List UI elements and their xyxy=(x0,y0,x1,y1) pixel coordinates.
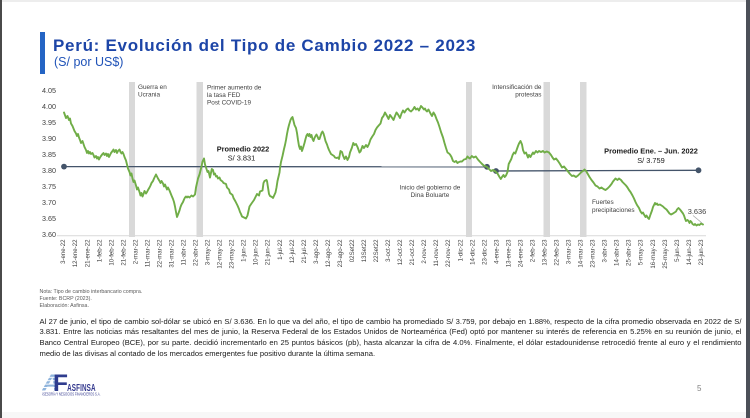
svg-text:Promedio Ene. – Jun. 2022: Promedio Ene. – Jun. 2022 xyxy=(604,147,698,156)
svg-text:12-ago-22: 12-ago-22 xyxy=(325,239,332,267)
svg-text:5-may-23: 5-may-23 xyxy=(638,239,645,265)
svg-text:3-ene-22: 3-ene-22 xyxy=(60,239,67,264)
svg-text:24-ene-23: 24-ene-23 xyxy=(517,239,524,267)
svg-text:16-may-23: 16-may-23 xyxy=(650,239,657,269)
svg-text:23-dic-22: 23-dic-22 xyxy=(481,239,488,265)
svg-text:11-nov-22: 11-nov-22 xyxy=(433,239,440,267)
svg-text:13-ene-23: 13-ene-23 xyxy=(505,239,512,267)
svg-text:protestas: protestas xyxy=(515,92,541,99)
svg-text:12-may-22: 12-may-22 xyxy=(217,239,224,269)
svg-text:3.95: 3.95 xyxy=(42,118,56,127)
svg-text:22Set22: 22Set22 xyxy=(373,239,380,262)
svg-text:2-mar-22: 2-mar-22 xyxy=(132,239,139,264)
svg-text:3.85: 3.85 xyxy=(42,150,56,159)
svg-text:3-oct-22: 3-oct-22 xyxy=(385,239,392,262)
svg-text:Ucrania: Ucrania xyxy=(138,92,160,99)
svg-text:3.60: 3.60 xyxy=(42,230,56,239)
svg-text:22-nov-22: 22-nov-22 xyxy=(445,239,452,267)
svg-text:3.636: 3.636 xyxy=(688,207,707,216)
svg-text:Promedio 2022: Promedio 2022 xyxy=(217,145,270,154)
svg-text:14-dic-22: 14-dic-22 xyxy=(469,239,476,265)
svg-text:Guerra en: Guerra en xyxy=(138,84,167,91)
svg-text:4.00: 4.00 xyxy=(42,102,56,111)
svg-text:3-abr-23: 3-abr-23 xyxy=(602,239,609,263)
svg-text:S/ 3.759: S/ 3.759 xyxy=(637,156,665,165)
svg-text:precipitaciones: precipitaciones xyxy=(592,207,635,214)
svg-text:Intensificación de: Intensificación de xyxy=(492,84,542,91)
svg-text:12-oct-22: 12-oct-22 xyxy=(397,239,404,265)
svg-text:10-jun-22: 10-jun-22 xyxy=(253,239,260,265)
svg-text:A: A xyxy=(42,371,60,397)
svg-text:Primer aumento de: Primer aumento de xyxy=(207,85,262,92)
svg-text:12-jul-22: 12-jul-22 xyxy=(289,239,296,263)
svg-text:3-ago-22: 3-ago-22 xyxy=(313,239,320,264)
svg-text:2-nov-22: 2-nov-22 xyxy=(421,239,428,264)
svg-text:5-jun-23: 5-jun-23 xyxy=(674,239,681,262)
svg-text:3.80: 3.80 xyxy=(42,166,56,175)
svg-text:31-mar-22: 31-mar-22 xyxy=(169,239,176,268)
svg-text:22-abr-22: 22-abr-22 xyxy=(193,239,200,266)
svg-text:21-oct-22: 21-oct-22 xyxy=(409,239,416,265)
svg-text:la tasa FED: la tasa FED xyxy=(207,92,241,99)
svg-text:ASESORÍA Y NEGOCIOS FINANCIERO: ASESORÍA Y NEGOCIOS FINANCIEROS S.A. xyxy=(42,392,100,397)
svg-text:1-dic-22: 1-dic-22 xyxy=(457,239,464,262)
svg-text:14-jun-23: 14-jun-23 xyxy=(686,239,693,265)
svg-text:14-abr-23: 14-abr-23 xyxy=(614,239,621,266)
svg-text:3-mar-23: 3-mar-23 xyxy=(566,239,573,264)
svg-text:25-abr-23: 25-abr-23 xyxy=(626,239,633,266)
svg-text:11-mar-22: 11-mar-22 xyxy=(144,239,151,267)
svg-text:Post COVID-19: Post COVID-19 xyxy=(207,100,251,107)
svg-text:4.05: 4.05 xyxy=(42,86,56,95)
svg-text:1-feb-22: 1-feb-22 xyxy=(96,239,103,262)
svg-text:3.70: 3.70 xyxy=(42,198,56,207)
svg-text:10-feb-22: 10-feb-22 xyxy=(108,239,115,266)
svg-text:21-jul-22: 21-jul-22 xyxy=(301,239,308,263)
svg-text:23-mar-23: 23-mar-23 xyxy=(590,239,597,268)
svg-text:3.75: 3.75 xyxy=(42,182,56,191)
svg-text:22-mar-22: 22-mar-22 xyxy=(157,239,164,268)
svg-text:Inicio del gobierno de: Inicio del gobierno de xyxy=(400,185,461,192)
svg-text:23-may-22: 23-may-22 xyxy=(229,239,236,269)
svg-text:Dina Boluarte: Dina Boluarte xyxy=(411,192,450,199)
svg-text:02Set22: 02Set22 xyxy=(349,239,356,262)
svg-text:12-ene-22: 12-ene-22 xyxy=(72,239,79,267)
svg-text:23-ago-22: 23-ago-22 xyxy=(337,239,344,267)
svg-text:1-jun-22: 1-jun-22 xyxy=(241,239,248,262)
svg-text:3.90: 3.90 xyxy=(42,134,56,143)
svg-text:21-ene-22: 21-ene-22 xyxy=(84,239,91,267)
svg-text:22-feb-23: 22-feb-23 xyxy=(554,239,561,266)
svg-text:25-may-23: 25-may-23 xyxy=(662,239,669,269)
svg-text:11-abr-22: 11-abr-22 xyxy=(181,239,188,266)
svg-text:21-feb-22: 21-feb-22 xyxy=(120,239,127,266)
svg-text:ASFINSA: ASFINSA xyxy=(67,381,96,393)
svg-text:3.65: 3.65 xyxy=(42,214,56,223)
svg-text:3-may-22: 3-may-22 xyxy=(205,239,212,265)
svg-text:1-jul-22: 1-jul-22 xyxy=(277,239,284,260)
svg-text:S/ 3.831: S/ 3.831 xyxy=(228,154,256,163)
svg-text:14-mar-23: 14-mar-23 xyxy=(578,239,585,268)
svg-text:Fuertes: Fuertes xyxy=(592,199,614,206)
svg-text:23-jun-23: 23-jun-23 xyxy=(698,239,705,265)
svg-text:F: F xyxy=(53,371,68,397)
svg-text:21-jun-22: 21-jun-22 xyxy=(265,239,272,265)
svg-text:13Set22: 13Set22 xyxy=(361,239,368,262)
svg-text:13-feb-23: 13-feb-23 xyxy=(542,239,549,266)
svg-text:2-feb-23: 2-feb-23 xyxy=(529,239,536,262)
svg-text:4-ene-23: 4-ene-23 xyxy=(493,239,500,264)
